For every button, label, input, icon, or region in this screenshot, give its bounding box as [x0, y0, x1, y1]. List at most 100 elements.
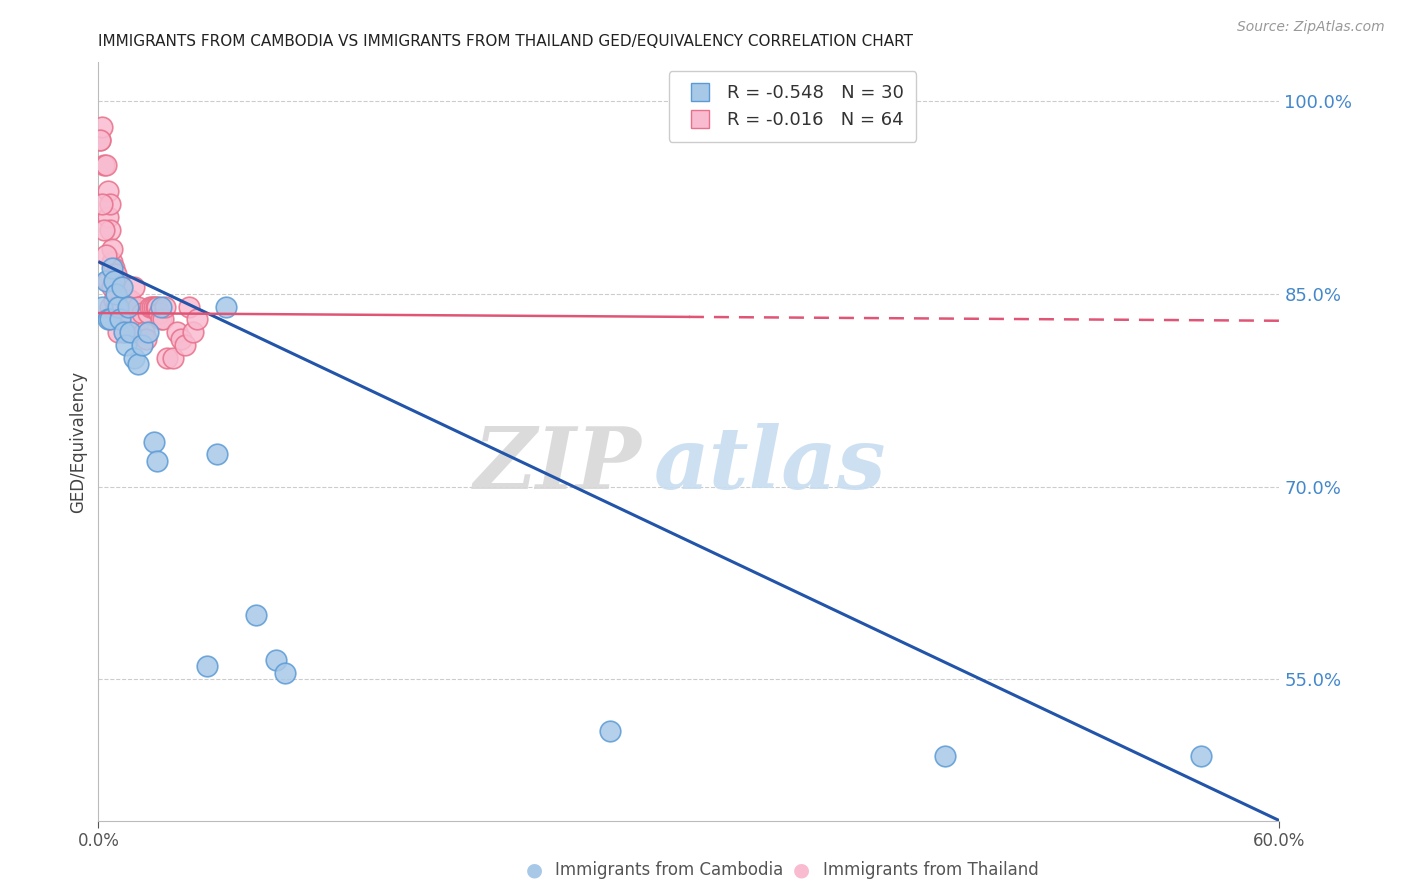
- Point: [135, 332, 157, 346]
- Point: [117, 306, 139, 320]
- Point: [934, 749, 956, 764]
- Point: [274, 665, 297, 680]
- Point: [131, 306, 153, 320]
- Point: [150, 312, 173, 326]
- Point: [105, 268, 128, 282]
- Point: [112, 312, 135, 326]
- Point: [152, 312, 174, 326]
- Point: [121, 300, 143, 314]
- Y-axis label: GED/Equivalency: GED/Equivalency: [69, 370, 87, 513]
- Point: [181, 326, 204, 340]
- Point: [89, 132, 111, 146]
- Point: [101, 280, 124, 294]
- Point: [101, 261, 124, 276]
- Text: ●: ●: [526, 860, 543, 880]
- Point: [141, 300, 163, 314]
- Point: [103, 261, 125, 276]
- Point: [103, 274, 125, 288]
- Point: [245, 607, 267, 622]
- Point: [111, 300, 134, 314]
- Point: [148, 306, 170, 320]
- Point: [122, 280, 145, 294]
- Point: [145, 300, 167, 314]
- Point: [186, 312, 208, 326]
- Text: ●: ●: [793, 860, 810, 880]
- Point: [97, 210, 120, 224]
- Point: [108, 312, 131, 326]
- Point: [112, 326, 135, 340]
- Point: [162, 351, 184, 365]
- Point: [138, 300, 160, 314]
- Point: [146, 454, 169, 468]
- Point: [170, 332, 193, 346]
- Point: [93, 222, 115, 236]
- Point: [107, 300, 129, 314]
- Point: [127, 358, 149, 372]
- Point: [1189, 749, 1212, 764]
- Point: [115, 338, 138, 352]
- Point: [205, 447, 228, 461]
- Text: IMMIGRANTS FROM CAMBODIA VS IMMIGRANTS FROM THAILAND GED/EQUIVALENCY CORRELATION: IMMIGRANTS FROM CAMBODIA VS IMMIGRANTS F…: [98, 34, 914, 49]
- Point: [166, 326, 188, 340]
- Point: [97, 312, 120, 326]
- Point: [98, 222, 121, 236]
- Point: [117, 293, 139, 308]
- Point: [136, 326, 159, 340]
- Point: [599, 723, 621, 738]
- Point: [103, 293, 125, 308]
- Point: [215, 300, 238, 314]
- Point: [115, 300, 138, 314]
- Point: [264, 653, 287, 667]
- Point: [117, 300, 139, 314]
- Point: [105, 300, 128, 314]
- Point: [98, 312, 121, 326]
- Point: [156, 351, 179, 365]
- Text: ZIP: ZIP: [474, 423, 641, 506]
- Point: [125, 326, 148, 340]
- Text: Immigrants from Thailand: Immigrants from Thailand: [823, 861, 1038, 879]
- Point: [122, 351, 145, 365]
- Point: [195, 659, 218, 673]
- Point: [98, 300, 121, 314]
- Point: [132, 326, 155, 340]
- Point: [101, 242, 124, 256]
- Point: [142, 300, 165, 314]
- Point: [146, 300, 169, 314]
- Point: [107, 326, 129, 340]
- Point: [97, 184, 120, 198]
- Point: [105, 280, 128, 294]
- Point: [96, 158, 118, 172]
- Text: Source: ZipAtlas.com: Source: ZipAtlas.com: [1237, 20, 1385, 34]
- Point: [115, 300, 138, 314]
- Point: [155, 300, 177, 314]
- Point: [118, 326, 141, 340]
- Point: [142, 434, 165, 449]
- Point: [105, 286, 128, 301]
- Text: Immigrants from Cambodia: Immigrants from Cambodia: [555, 861, 783, 879]
- Point: [91, 196, 114, 211]
- Point: [93, 158, 115, 172]
- Point: [101, 254, 124, 268]
- Point: [112, 326, 135, 340]
- Point: [107, 274, 129, 288]
- Point: [128, 312, 150, 326]
- Point: [96, 274, 118, 288]
- Point: [174, 338, 197, 352]
- Point: [89, 132, 111, 146]
- Point: [150, 300, 173, 314]
- Point: [127, 300, 149, 314]
- Text: atlas: atlas: [654, 423, 886, 506]
- Point: [98, 196, 121, 211]
- Point: [97, 274, 120, 288]
- Point: [177, 300, 200, 314]
- Point: [111, 280, 134, 294]
- Point: [108, 300, 131, 314]
- Point: [103, 274, 125, 288]
- Point: [118, 306, 141, 320]
- Point: [96, 248, 118, 262]
- Legend: R = -0.548   N = 30, R = -0.016   N = 64: R = -0.548 N = 30, R = -0.016 N = 64: [669, 71, 917, 142]
- Point: [118, 293, 141, 308]
- Point: [107, 300, 129, 314]
- Point: [131, 338, 153, 352]
- Point: [111, 280, 134, 294]
